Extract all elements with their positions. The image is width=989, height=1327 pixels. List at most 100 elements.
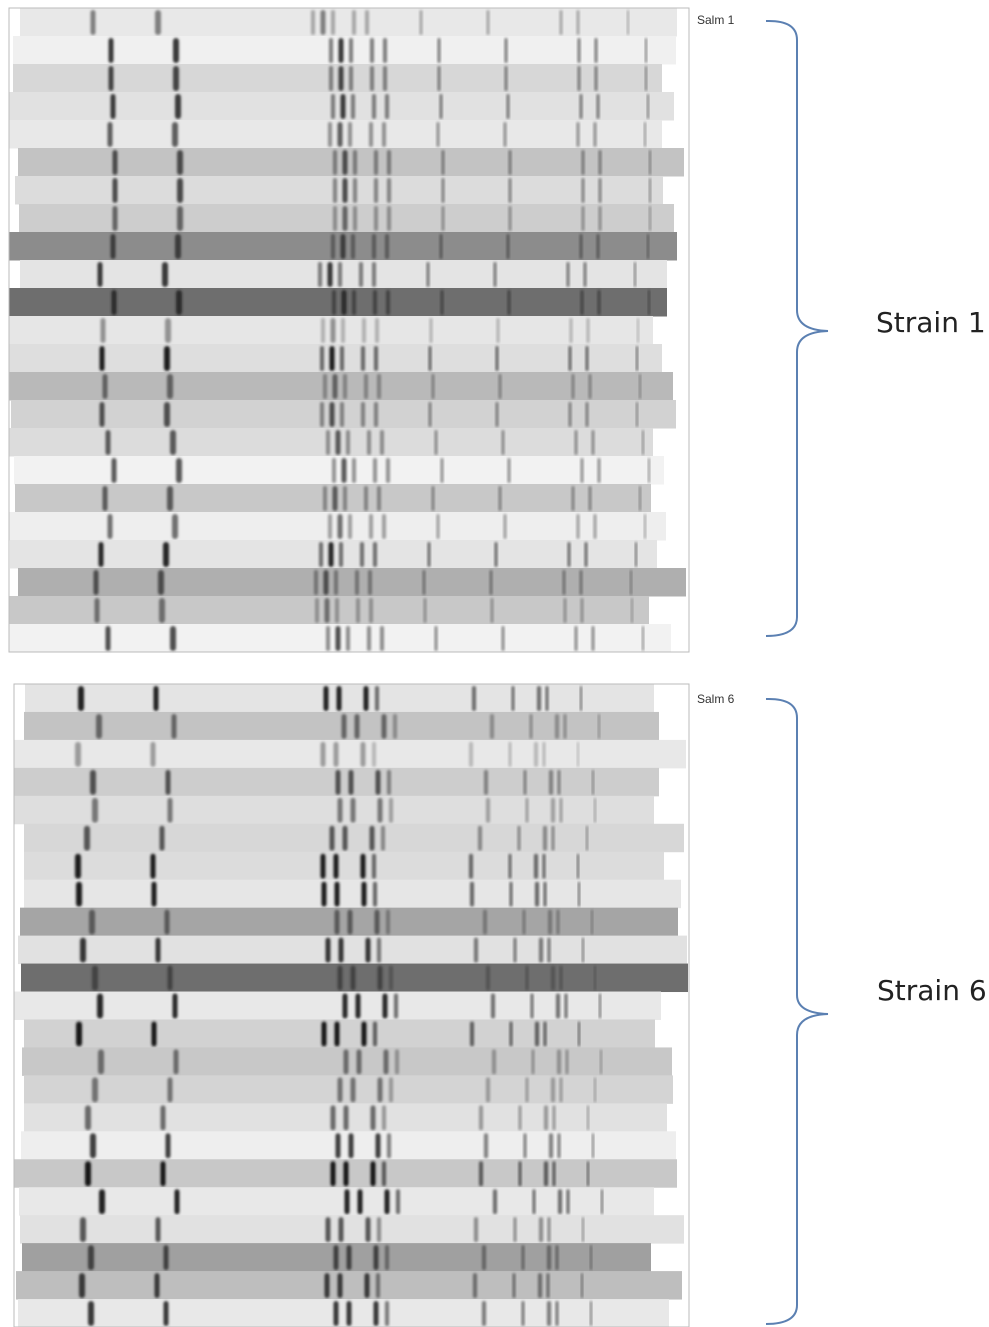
gel-band — [592, 1133, 594, 1159]
gel-band — [581, 150, 585, 175]
gel-band — [151, 1021, 157, 1047]
gel-band — [108, 38, 114, 63]
lane-label: Salm 1 — [697, 13, 735, 27]
gel-band — [578, 1021, 580, 1047]
gel-band — [598, 178, 602, 203]
gel-band — [370, 38, 374, 63]
gel-band — [377, 797, 383, 823]
gel-band — [427, 542, 431, 567]
gel-band — [563, 598, 567, 623]
gel-band — [486, 10, 490, 35]
gel-band — [342, 825, 348, 851]
gel-band — [320, 346, 324, 371]
gel-band — [428, 402, 432, 427]
gel-band — [370, 66, 374, 91]
gel-band — [350, 965, 356, 991]
gel-band — [382, 1161, 386, 1187]
gel-band — [373, 881, 377, 907]
gel-band — [635, 542, 637, 567]
gel-band — [490, 713, 494, 739]
gel-band — [164, 402, 170, 427]
gel-lane — [9, 344, 662, 373]
gel-band — [107, 514, 113, 539]
gel-band — [333, 178, 337, 203]
gel-band — [375, 1133, 381, 1159]
gel-band — [473, 1273, 477, 1299]
gel-band — [511, 686, 515, 711]
gel-band — [504, 66, 508, 91]
gel-band — [493, 262, 497, 287]
gel-band — [367, 430, 371, 455]
gel-band — [596, 234, 600, 259]
gel-band — [325, 937, 331, 963]
gel-band — [323, 486, 327, 511]
gel-band — [546, 1273, 550, 1299]
gel-band — [369, 514, 373, 539]
gel-band — [355, 570, 359, 595]
gel-band — [437, 38, 441, 63]
gel-band — [557, 1049, 561, 1075]
gel-band — [576, 122, 580, 147]
gel-band — [346, 626, 350, 651]
gel-band — [382, 993, 388, 1019]
gel-band — [341, 318, 345, 343]
gel-band — [327, 262, 333, 287]
gel-band — [386, 290, 390, 315]
gel-band — [631, 598, 633, 623]
gel-band — [566, 262, 570, 287]
gel-band — [555, 713, 559, 739]
gel-band — [537, 686, 541, 711]
gel-band — [173, 66, 179, 91]
gel-band — [337, 514, 343, 539]
gel-band — [102, 374, 108, 399]
gel-panel — [9, 8, 686, 653]
gel-lane — [14, 739, 686, 769]
gel-band — [333, 853, 339, 879]
gel-band — [370, 1161, 376, 1187]
gel-band — [105, 626, 111, 651]
gel-band — [373, 1021, 377, 1047]
gel-band — [332, 374, 338, 399]
gel-band — [581, 178, 585, 203]
gel-band — [557, 1133, 561, 1159]
gel-band — [374, 178, 378, 203]
gel-band — [549, 1133, 553, 1159]
gel-band — [385, 1301, 389, 1326]
gel-band — [636, 402, 638, 427]
gel-band — [542, 853, 546, 879]
gel-band — [395, 1049, 399, 1075]
gel-band — [585, 402, 589, 427]
gel-band — [479, 1161, 483, 1187]
gel-band — [508, 178, 512, 203]
gel-band — [648, 290, 650, 315]
gel-band — [360, 853, 366, 879]
gel-band — [329, 402, 335, 427]
gel-band — [597, 290, 601, 315]
gel-band — [498, 374, 502, 399]
gel-band — [323, 686, 329, 711]
gel-band — [334, 881, 340, 907]
gel-band — [363, 686, 369, 711]
gel-band — [386, 458, 390, 483]
gel-band — [434, 430, 438, 455]
gel-band — [365, 937, 371, 963]
gel-band — [591, 430, 595, 455]
gel-band — [565, 1049, 569, 1075]
gel-band — [352, 290, 356, 315]
gel-band — [159, 598, 165, 623]
gel-band — [592, 769, 594, 795]
gel-band — [342, 993, 348, 1019]
gel-band — [564, 993, 568, 1019]
gel-band — [598, 713, 600, 739]
gel-band — [330, 1161, 336, 1187]
gel-band — [350, 1077, 356, 1103]
gel-lane — [9, 120, 662, 149]
gel-band — [112, 206, 118, 231]
gel-band — [335, 626, 341, 651]
gel-band — [470, 1021, 474, 1047]
gel-band — [563, 713, 567, 739]
gel-band — [324, 598, 330, 623]
gel-band — [562, 570, 566, 595]
gel-band — [99, 402, 105, 427]
gel-band — [177, 206, 183, 231]
